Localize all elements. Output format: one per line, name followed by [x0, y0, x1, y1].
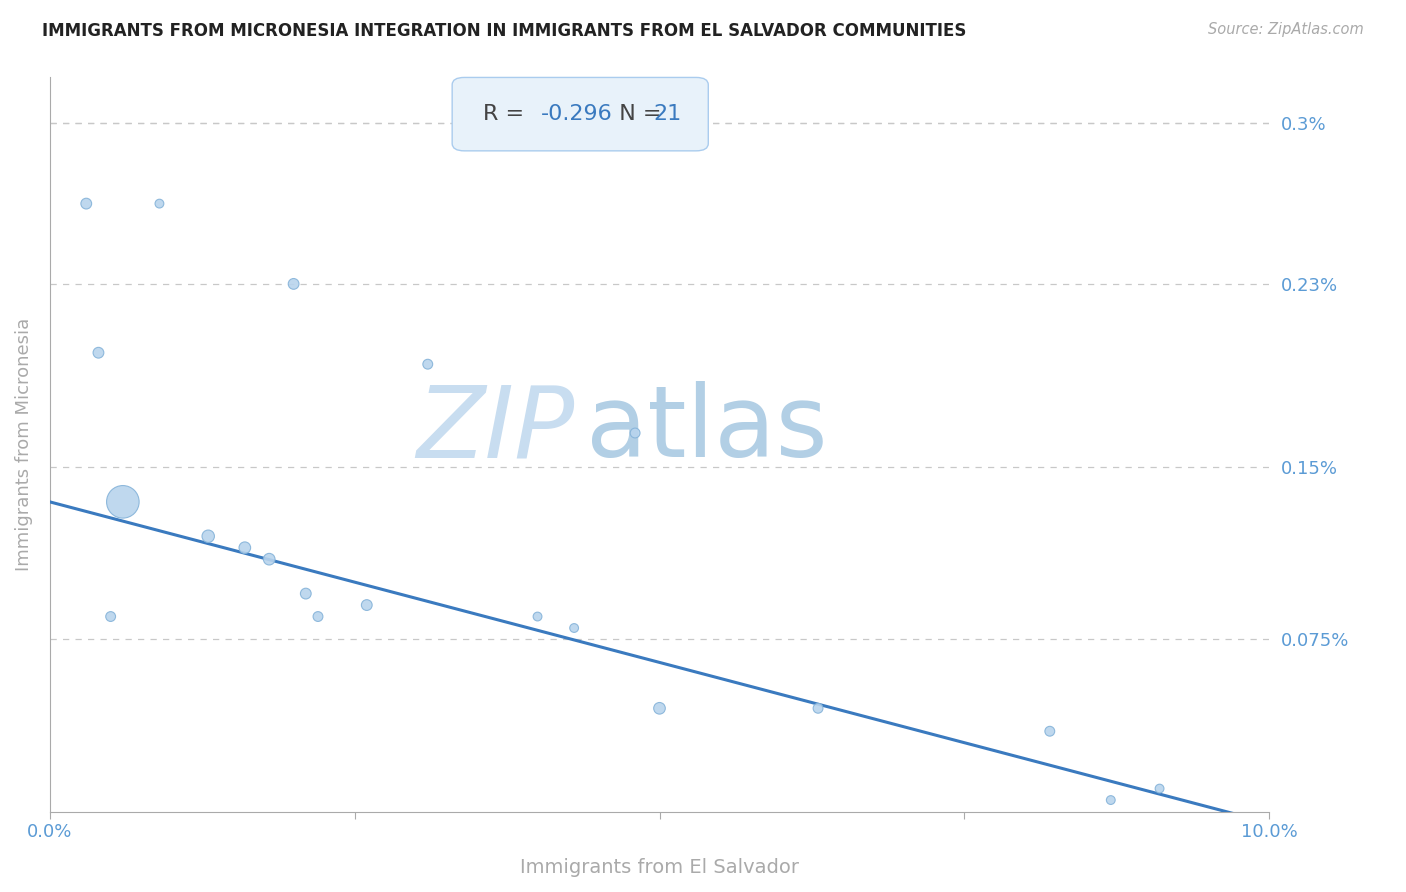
Point	[100, 609, 122, 624]
Point	[416, 357, 439, 371]
Text: IMMIGRANTS FROM MICRONESIA INTEGRATION IN IMMIGRANTS FROM EL SALVADOR COMMUNITIE: IMMIGRANTS FROM MICRONESIA INTEGRATION I…	[42, 22, 966, 40]
Point	[1149, 781, 1171, 796]
Text: N =: N =	[605, 104, 668, 124]
Point	[562, 621, 585, 635]
Point	[807, 701, 830, 715]
Point	[526, 609, 548, 624]
Point	[111, 495, 134, 509]
Text: atlas: atlas	[586, 381, 828, 478]
Point	[1039, 724, 1062, 739]
Point	[75, 196, 97, 211]
Text: R =: R =	[482, 104, 531, 124]
Text: -0.296: -0.296	[541, 104, 613, 124]
Point	[233, 541, 256, 555]
Point	[87, 345, 110, 359]
Point	[624, 425, 647, 440]
Point	[283, 277, 305, 291]
Point	[148, 196, 170, 211]
Text: ZIP: ZIP	[416, 381, 574, 478]
Point	[307, 609, 329, 624]
Text: Source: ZipAtlas.com: Source: ZipAtlas.com	[1208, 22, 1364, 37]
Point	[648, 701, 671, 715]
X-axis label: Immigrants from El Salvador: Immigrants from El Salvador	[520, 858, 799, 877]
Point	[294, 586, 316, 600]
Text: 21: 21	[654, 104, 682, 124]
Point	[356, 598, 378, 612]
Point	[197, 529, 219, 543]
Point	[1099, 793, 1122, 807]
Point	[257, 552, 280, 566]
Y-axis label: Immigrants from Micronesia: Immigrants from Micronesia	[15, 318, 32, 571]
FancyBboxPatch shape	[453, 78, 709, 151]
